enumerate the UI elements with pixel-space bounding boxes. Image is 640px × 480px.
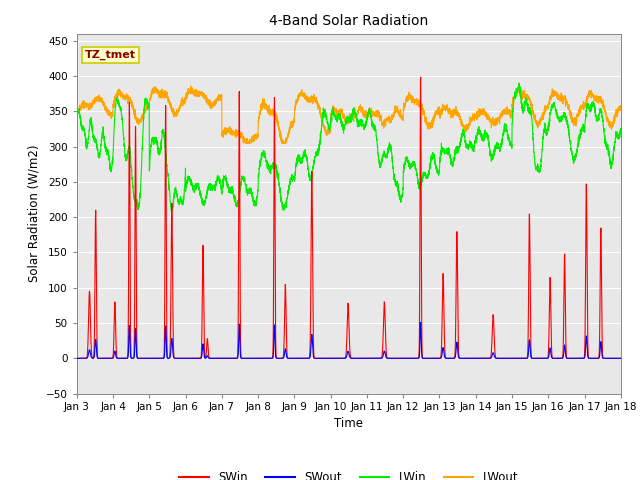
X-axis label: Time: Time [334, 418, 364, 431]
Legend: SWin, SWout, LWin, LWout: SWin, SWout, LWin, LWout [174, 466, 524, 480]
Text: TZ_tmet: TZ_tmet [85, 50, 136, 60]
Y-axis label: Solar Radiation (W/m2): Solar Radiation (W/m2) [28, 145, 40, 282]
Title: 4-Band Solar Radiation: 4-Band Solar Radiation [269, 14, 428, 28]
